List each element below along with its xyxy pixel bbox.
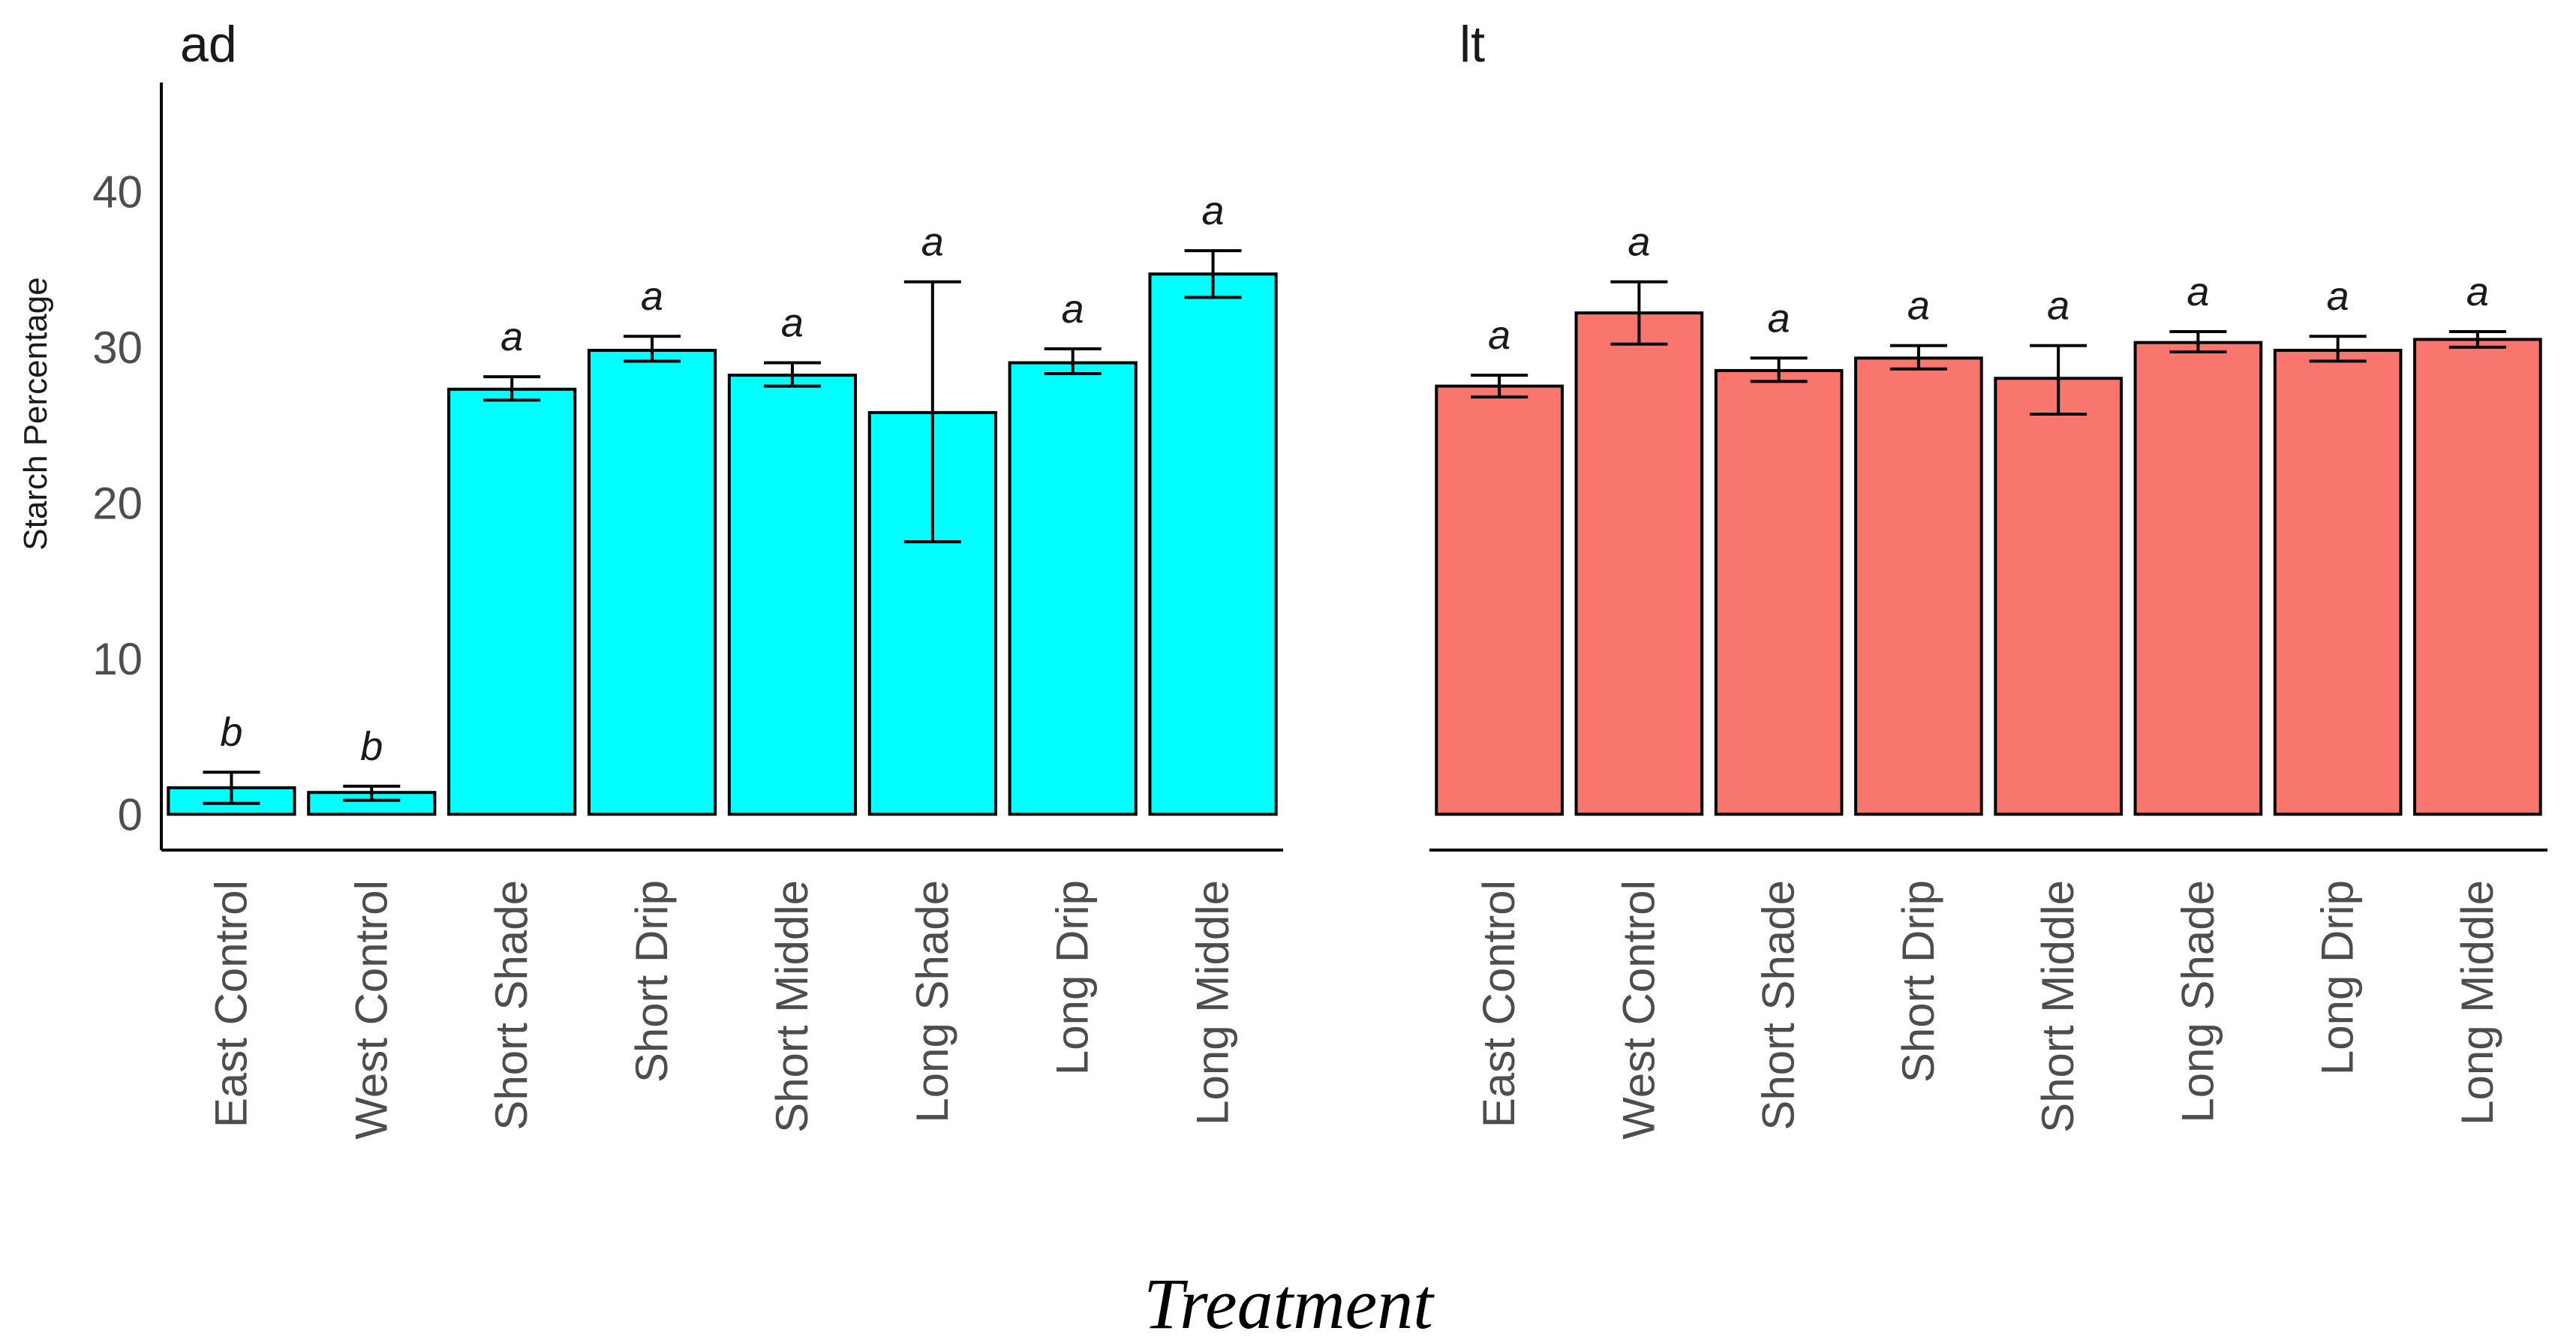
error-bar: [2448, 330, 2506, 349]
panel-title: lt: [1459, 16, 1485, 73]
x-tick-label: West Control: [1613, 880, 1664, 1140]
bar: [1148, 272, 1278, 816]
y-axis-label: Starch Percentage: [17, 277, 54, 550]
x-axis-label: Treatment: [1144, 1263, 1435, 1343]
x-tick-label: Short Shade: [1754, 880, 1804, 1131]
x-tick-label: Long Drip: [1048, 880, 1098, 1075]
bar: [587, 348, 717, 816]
error-bar: [483, 375, 541, 402]
x-tick-label: Short Drip: [1893, 880, 1943, 1083]
y-tick-label: 10: [92, 634, 143, 684]
bar: [1994, 377, 2123, 816]
error-bar: [1471, 374, 1528, 399]
error-bar: [1044, 347, 1102, 376]
significance-label: a: [1202, 188, 1225, 233]
x-tick-label: Long Middle: [2452, 880, 2502, 1125]
error-bar: [203, 771, 260, 805]
error-bar: [763, 361, 821, 388]
panel-ad: ad 0 10 20 30 40 Starch Percentage b East Contro…: [17, 16, 1283, 1140]
y-tick-label: 20: [92, 478, 143, 528]
x-tick-label: East Control: [206, 880, 256, 1128]
significance-label: a: [500, 314, 523, 359]
bar: [1714, 368, 1844, 816]
x-tick-label: Long Middle: [1188, 880, 1238, 1125]
error-bar: [1610, 280, 1668, 346]
y-tick-label: 40: [92, 167, 143, 217]
significance-label: a: [1768, 296, 1790, 341]
bar: [1008, 361, 1138, 816]
x-tick-label: West Control: [346, 880, 396, 1140]
x-tick-label: Long Drip: [2313, 880, 2363, 1075]
error-bar: [624, 335, 681, 363]
bar: [1574, 311, 1704, 816]
error-bar: [903, 280, 961, 544]
error-bar: [343, 784, 401, 802]
y-tick-label: 0: [118, 789, 143, 840]
panel-title: ad: [180, 16, 237, 73]
bar: [2413, 338, 2542, 816]
x-tick-label: Short Drip: [627, 880, 677, 1083]
significance-label: a: [2327, 274, 2349, 319]
bar: [1435, 384, 1564, 816]
error-bar: [2309, 335, 2367, 363]
y-tick-label: 30: [92, 323, 143, 373]
significance-label: a: [921, 220, 944, 265]
significance-label: a: [2466, 269, 2489, 314]
significance-label: a: [2187, 269, 2209, 314]
significance-label: a: [1488, 313, 1510, 358]
significance-label: b: [360, 724, 383, 769]
panel-lt: lt a East Control a West Control a Short Shade…: [1429, 16, 2547, 1140]
significance-label: a: [1907, 284, 1930, 329]
significance-label: a: [2047, 284, 2070, 329]
bar: [2133, 341, 2263, 816]
bar: [447, 387, 577, 816]
significance-label: a: [1628, 220, 1650, 265]
error-bar: [2030, 344, 2088, 416]
bar: [727, 374, 858, 816]
x-tick-label: Long Shade: [2172, 880, 2223, 1123]
bar: [2273, 348, 2403, 816]
error-bar: [1750, 356, 1808, 383]
x-tick-label: Long Shade: [907, 880, 957, 1123]
significance-label: a: [1062, 287, 1084, 332]
bar: [1854, 356, 1983, 816]
error-bar: [1889, 344, 1947, 371]
significance-label: a: [641, 274, 663, 319]
significance-label: a: [781, 301, 804, 346]
error-bar: [1184, 249, 1242, 299]
x-tick-label: Short Middle: [767, 880, 817, 1133]
x-tick-label: East Control: [1474, 880, 1524, 1128]
error-bar: [2169, 330, 2227, 353]
x-tick-label: Short Shade: [486, 880, 537, 1131]
x-tick-label: Short Middle: [2033, 880, 2083, 1133]
significance-label: b: [220, 710, 242, 755]
